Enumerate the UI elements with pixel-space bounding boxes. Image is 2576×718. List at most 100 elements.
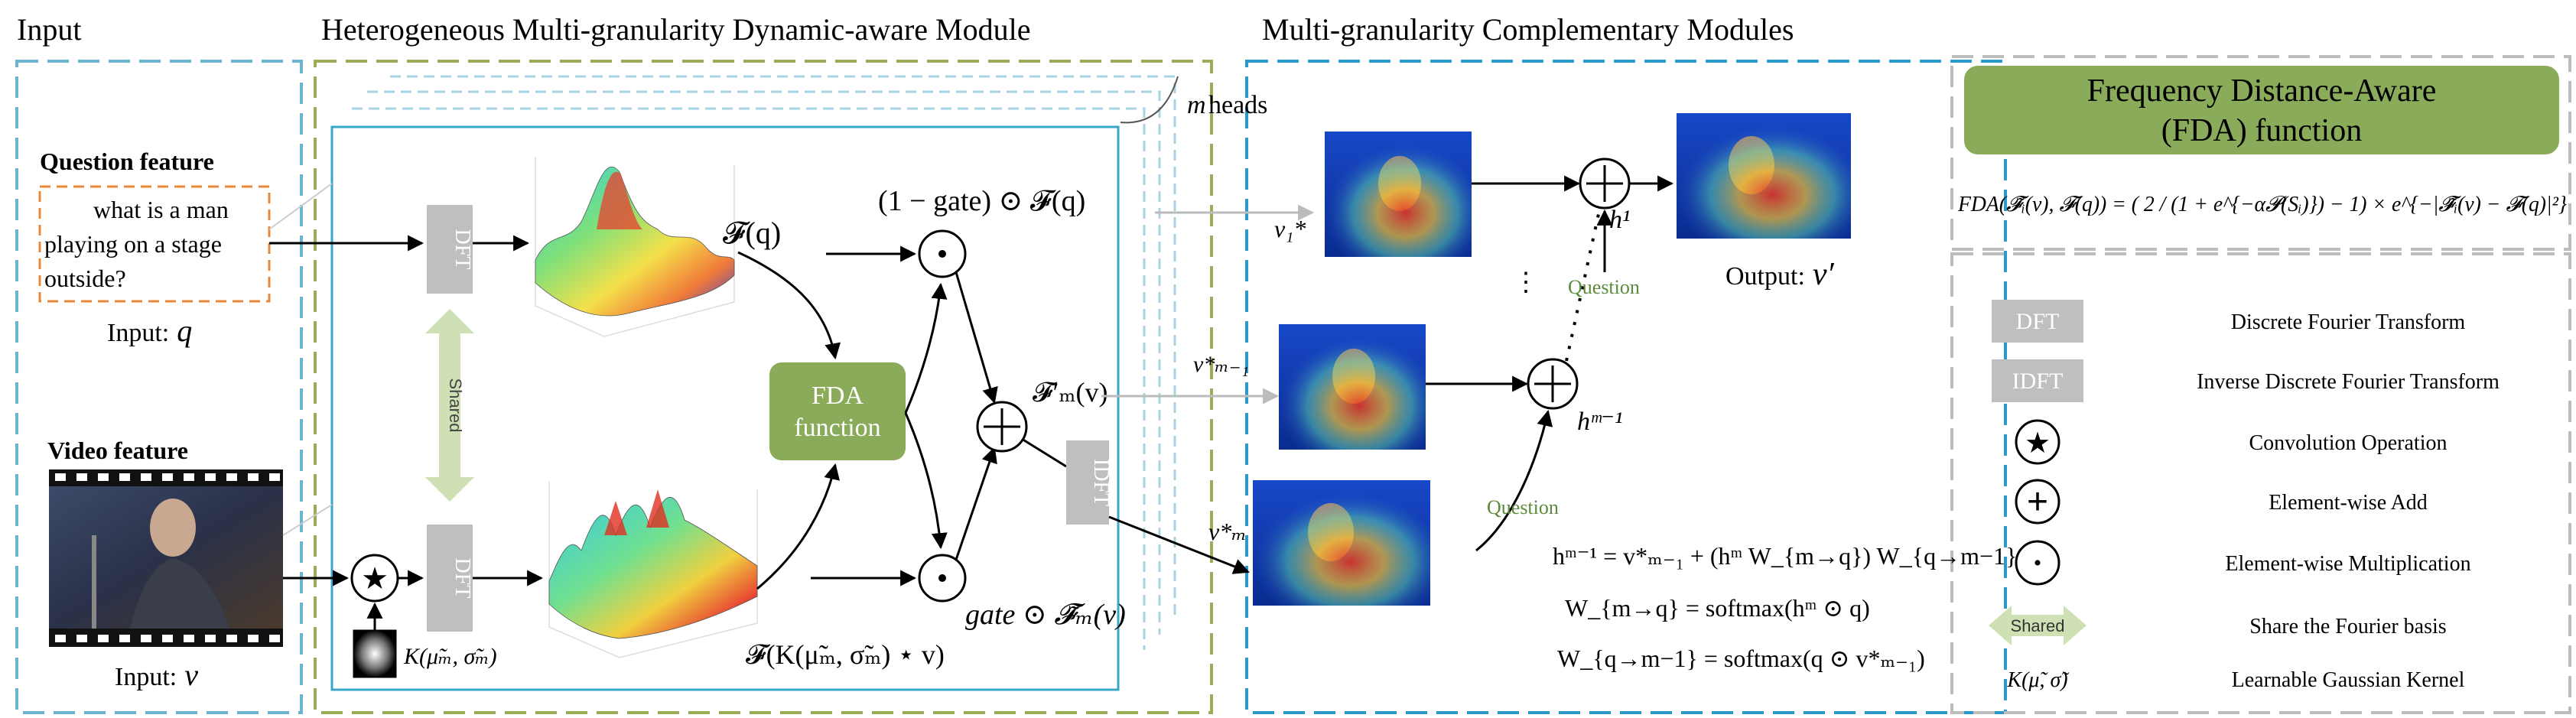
legend-dft-desc: Discrete Fourier Transform — [2231, 310, 2466, 334]
attention-map-v1 — [1325, 132, 1472, 257]
arrow-fda-to-mult-top — [904, 282, 948, 414]
fda-formula: FDA(𝓕̃ᵢ(v), 𝓕(q)) = ( 2 / (1 + e^{−α𝓟(Sᵢ… — [1957, 193, 2567, 216]
legend-mult-desc: Element-wise Multiplication — [2225, 552, 2470, 576]
heads-stack — [352, 75, 1176, 650]
frequency-surface-video — [548, 482, 758, 658]
arrow-vm-to-hm1 — [1475, 409, 1553, 552]
legend-mult-symbol: • — [2034, 551, 2042, 576]
question-label-top: Question — [1568, 276, 1640, 298]
shared-arrow: Shared — [425, 309, 474, 502]
fda-title-line-2: (FDA) function — [2161, 113, 2362, 148]
video-input-label: Input: v — [115, 658, 198, 692]
legend-frame — [1950, 252, 2571, 714]
legend-row-shared: Shared Share the Fourier basis — [1989, 606, 2447, 645]
head-frame — [330, 125, 1120, 691]
idft-block — [1066, 440, 1109, 525]
video-feature-title: Video feature — [47, 437, 188, 464]
legend-add-symbol: + — [2027, 482, 2048, 522]
add-hm1-plus — [1534, 365, 1571, 402]
fprime-label: 𝓕′ₘ(v) — [1033, 377, 1108, 408]
add-h1-plus — [1586, 165, 1623, 202]
heads-brace — [1120, 76, 1179, 124]
question-line-1: what is a man — [93, 196, 229, 223]
arrow-mult-top-to-add — [955, 271, 998, 404]
question-line-3: outside? — [44, 265, 126, 292]
fda-block-line-1: FDA — [812, 382, 864, 410]
section-title-hmdm: Heterogeneous Multi-granularity Dynamic-… — [321, 12, 1030, 47]
legend-conv-symbol: ★ — [2025, 427, 2051, 460]
video-thumbnail — [49, 469, 283, 647]
idft-label: IDFT — [1089, 459, 1113, 506]
legend-row-conv: ★ Convolution Operation — [2015, 419, 2448, 465]
vm-label: v*ₘ — [1208, 518, 1247, 545]
legend-conv-desc: Convolution Operation — [2249, 431, 2448, 455]
fk-label: 𝓕(K(μ̃ₘ, σ̃ₘ) ⋆ v) — [746, 639, 945, 670]
legend-shared-desc: Share the Fourier basis — [2249, 615, 2446, 638]
legend-dft-box — [1992, 300, 2083, 343]
fda-frame — [1950, 55, 2571, 251]
output-label: Output: v′ — [1725, 257, 1835, 292]
link-video-gray — [282, 504, 333, 536]
v1-label: v₁* — [1274, 215, 1306, 242]
legend-row-mult: • Element-wise Multiplication — [2015, 540, 2471, 586]
legend-kernel-desc: Learnable Gaussian Kernel — [2232, 668, 2465, 692]
legend-row-idft: IDFT Inverse Discrete Fourier Transform — [1992, 359, 2500, 402]
legend-dft-symbol: DFT — [2016, 309, 2060, 334]
legend-row-add: + Element-wise Add — [2015, 479, 2428, 525]
hm1-label: hᵐ⁻¹ — [1577, 408, 1622, 436]
attention-map-output — [1677, 113, 1851, 239]
dft-block-bottom — [427, 525, 473, 632]
section-title-input: Input — [17, 12, 81, 47]
arrow-mult-bottom-to-add — [955, 447, 997, 560]
link-question-gray — [268, 183, 333, 230]
fq-label: 𝓕(q) — [723, 216, 781, 250]
dft-block-top — [427, 205, 473, 294]
arrow-fq-to-fda — [737, 251, 841, 360]
mult-top-dot — [938, 250, 946, 258]
question-label-bottom: Question — [1487, 496, 1559, 518]
legend-idft-box — [1992, 359, 2083, 402]
shared-label: Shared — [446, 378, 465, 433]
adder-plus — [984, 408, 1020, 445]
legend-row-dft: DFT Discrete Fourier Transform — [1992, 300, 2465, 343]
fda-title-line-1: Frequency Distance-Aware — [2087, 73, 2437, 109]
equation-2: W_{m→q} = softmax(hᵐ ⊙ q) — [1565, 594, 1870, 622]
attention-map-vm1 — [1279, 324, 1426, 450]
fda-title-box — [1964, 66, 2559, 154]
h1-label: h¹ — [1609, 206, 1630, 234]
input-frame — [15, 60, 303, 714]
equation-3: W_{q→m−1} = softmax(q ⊙ v*ₘ₋₁) — [1557, 645, 1925, 672]
question-feature-title: Question feature — [40, 148, 214, 175]
legend-add-circle — [2015, 479, 2060, 525]
fda-block-line-2: function — [794, 414, 880, 442]
frequency-surface-question — [535, 157, 735, 337]
arrow-fda-to-mult-bottom — [904, 412, 948, 550]
section-title-mcm: Multi-granularity Complementary Modules — [1262, 12, 1794, 47]
legend-row-kernel: K(μ̃, σ̃) Learnable Gaussian Kernel — [2006, 668, 2464, 692]
legend-conv-circle — [2015, 419, 2060, 465]
equation-1: hᵐ⁻¹ = v*ₘ₋₁ + (hᵐ W_{m→q}) W_{q→m−1} — [1553, 542, 2017, 570]
legend-shared-arrow — [1989, 606, 2086, 645]
heads-symbol: m — [1187, 91, 1206, 119]
legend-kernel-symbol: K(μ̃, σ̃) — [2006, 668, 2070, 692]
legend-idft-symbol: IDFT — [2012, 369, 2064, 394]
gate-ftilde-label: gate ⊙ 𝓕̃ₘ(v) — [965, 599, 1126, 631]
vm1-label: v*ₘ₋₁ — [1193, 352, 1249, 377]
question-line-2: playing on a stage — [44, 230, 222, 258]
kernel-label: K(μ̃ₘ, σ̃ₘ) — [403, 644, 497, 669]
question-input-label: Input: q — [107, 314, 192, 348]
mult-bottom-dot — [938, 574, 946, 582]
legend: DFT Discrete Fourier Transform IDFT Inve… — [1989, 300, 2500, 692]
link-adder-to-idft — [1021, 437, 1067, 468]
legend-shared-symbol: Shared — [2011, 616, 2065, 635]
gate-fq-label: (1 − gate) ⊙ 𝓕(q) — [878, 185, 1085, 217]
conv-star: ★ — [361, 561, 389, 596]
arrow-fk-to-fda — [756, 463, 840, 590]
dft-label-top: DFT — [450, 229, 474, 270]
gaussian-kernel-image — [353, 629, 397, 678]
ellipsis-dots: ⋮ — [1513, 268, 1539, 297]
legend-idft-desc: Inverse Discrete Fourier Transform — [2197, 370, 2500, 394]
legend-add-desc: Element-wise Add — [2269, 491, 2428, 515]
dotted-h-chain — [1565, 213, 1600, 362]
